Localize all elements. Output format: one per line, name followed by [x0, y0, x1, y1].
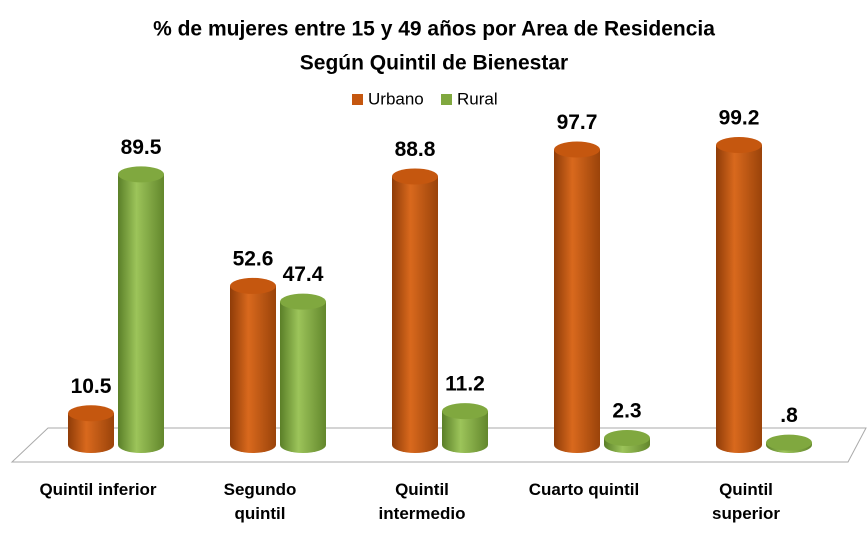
- floor: [10, 427, 867, 463]
- bar-body: [392, 176, 438, 446]
- bar: [766, 434, 812, 453]
- bar-top: [716, 137, 762, 153]
- x-tick-label: Quintil inferior: [39, 480, 157, 499]
- chart-subtitle: Según Quintil de Bienestar: [300, 52, 568, 75]
- data-label: .8: [780, 404, 798, 427]
- bar: [554, 141, 600, 453]
- bar: [604, 430, 650, 453]
- bar-top: [118, 166, 164, 183]
- bar-top: [280, 293, 326, 310]
- bar-body: [554, 149, 600, 445]
- bar-top: [554, 141, 600, 158]
- legend-label: Rural: [457, 89, 498, 108]
- data-label: 89.5: [121, 136, 162, 159]
- bar-top: [442, 403, 488, 420]
- bar-top: [604, 430, 650, 447]
- bar-body: [230, 285, 276, 445]
- x-tick-label: Segundo quintil: [223, 480, 297, 523]
- legend-swatch: [352, 94, 363, 105]
- bar-body: [716, 145, 762, 445]
- data-label: 99.2: [719, 107, 760, 130]
- bar-top: [766, 434, 812, 451]
- data-label: 2.3: [612, 400, 641, 423]
- bar: [118, 166, 164, 453]
- data-label: 10.5: [71, 375, 112, 398]
- data-label: 97.7: [557, 111, 598, 134]
- bar: [442, 403, 488, 453]
- bar: [230, 277, 276, 453]
- x-tick-label: Quintil superior: [711, 480, 781, 523]
- data-label: 52.6: [233, 247, 274, 270]
- bar: [392, 168, 438, 453]
- bar: [716, 137, 762, 453]
- bar-top: [68, 405, 114, 422]
- data-label: 47.4: [283, 263, 324, 286]
- bar-top: [392, 168, 438, 185]
- bar-top: [230, 277, 276, 294]
- bar-body: [280, 301, 326, 445]
- legend-label: Urbano: [368, 89, 424, 108]
- x-tick-label: Cuarto quintil: [528, 480, 640, 499]
- x-tick-label: Quintil intermedio: [378, 480, 466, 523]
- bar: [280, 293, 326, 453]
- data-label: 11.2: [445, 373, 485, 396]
- data-label: 88.8: [395, 138, 436, 161]
- bar: [68, 405, 114, 453]
- chart-title: % de mujeres entre 15 y 49 años por Area…: [153, 18, 715, 41]
- bar-body: [118, 174, 164, 446]
- legend-swatch: [441, 94, 452, 105]
